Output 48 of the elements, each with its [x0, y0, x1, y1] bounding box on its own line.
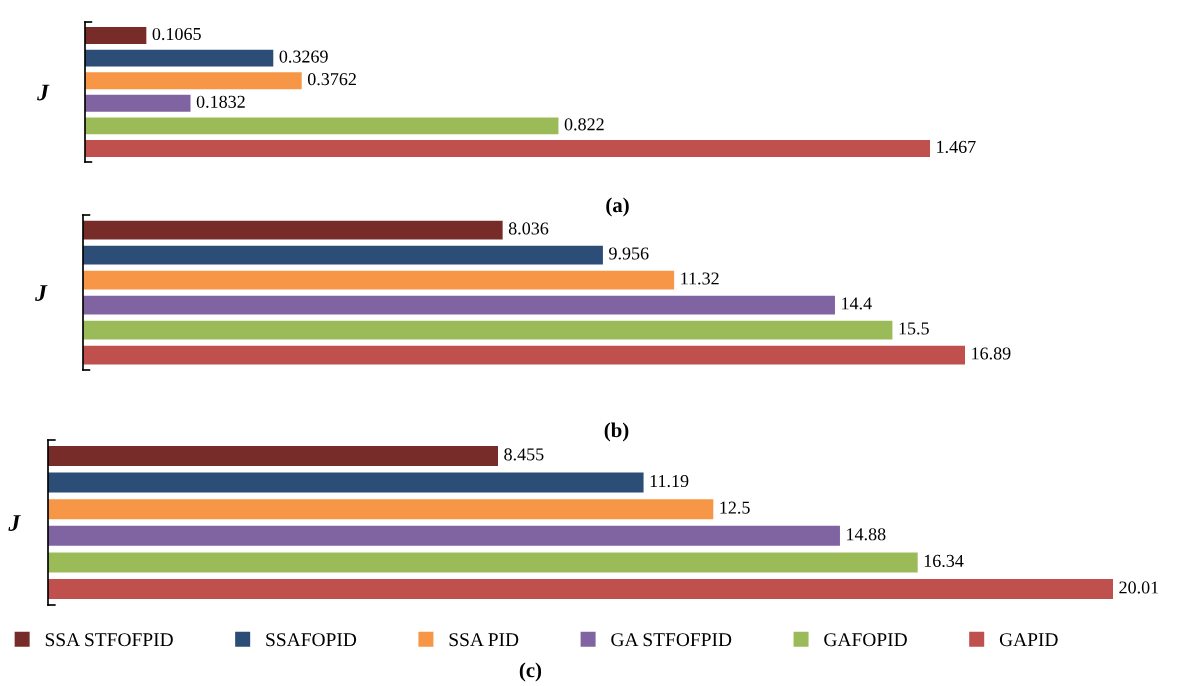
data-label: 9.956 [609, 247, 649, 260]
bar [48, 552, 918, 573]
data-label: 8.455 [504, 448, 544, 461]
bar [83, 220, 503, 240]
data-label: 20.01 [1119, 581, 1159, 594]
data-label: 15.5 [899, 322, 929, 335]
bar [83, 345, 965, 365]
bar [83, 270, 675, 290]
y-tick-label: J [37, 84, 50, 101]
bar [48, 579, 1113, 600]
bar [85, 49, 274, 67]
bar [85, 139, 930, 157]
data-label: 0.3762 [307, 73, 356, 86]
data-label: 0.822 [564, 118, 604, 131]
x-axis-title: (b) [604, 422, 629, 442]
y-tick-label: J [8, 515, 21, 531]
data-label: 14.4 [842, 297, 872, 310]
legend-label: SSAFOPID [266, 633, 357, 647]
data-label: 12.5 [720, 501, 750, 514]
data-label: 1.467 [937, 140, 976, 154]
y-tick-label: J [35, 285, 48, 301]
bar [48, 472, 644, 493]
bar [85, 72, 302, 90]
x-axis-title: (c) [519, 662, 542, 682]
legend-label: GAPID [999, 633, 1058, 647]
data-label: 11.19 [650, 474, 689, 488]
bar [85, 94, 191, 112]
data-label: 8.036 [508, 222, 549, 235]
legend-label: GA STFOFPID [611, 633, 732, 647]
legend-label: SSA STFOFPID [45, 633, 173, 647]
bar [85, 117, 559, 135]
bar [83, 320, 893, 340]
bar [48, 499, 714, 520]
data-label: 0.1832 [196, 95, 245, 108]
data-label: 0.1065 [152, 27, 201, 41]
data-label: 16.89 [972, 347, 1011, 360]
legend-label: SSA PID [449, 633, 519, 647]
data-label: 14.88 [847, 528, 886, 541]
data-label: 16.34 [924, 554, 964, 568]
bar [85, 27, 147, 45]
bar [48, 445, 498, 466]
data-label: 11.32 [681, 272, 719, 285]
x-axis-title: (a) [606, 197, 629, 217]
bar [83, 245, 603, 265]
bar [48, 525, 840, 546]
bar [83, 295, 835, 315]
legend-label: GAFOPID [824, 633, 907, 647]
data-label: 0.3269 [279, 50, 328, 63]
